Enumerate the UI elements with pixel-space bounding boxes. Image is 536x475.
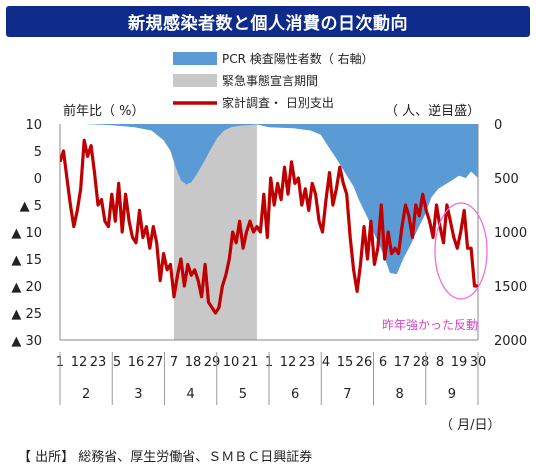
x-axis-month-label: 3 (134, 387, 142, 402)
source-note: 【 出所】 総務省、厚生労働省、ＳＭＢＣ日興証券 (18, 450, 313, 465)
x-axis-day-label: 4 (322, 355, 330, 370)
x-axis-day-label: 5 (113, 355, 121, 370)
x-axis-unit-label: （ 月/日） (440, 418, 501, 433)
x-axis-month-label: 6 (291, 387, 299, 402)
x-axis-day-label: 15 (337, 355, 354, 370)
x-axis-day-label: 23 (299, 355, 316, 370)
left-axis-tick-label: ▲ 25 (11, 307, 42, 322)
x-axis-day-label: 7 (170, 355, 178, 370)
x-axis-day-label: 21 (242, 355, 259, 370)
x-axis-day-label: 12 (71, 355, 88, 370)
right-axis-tick-label: 1500 (494, 280, 527, 295)
x-axis-day-label: 16 (128, 355, 145, 370)
x-axis-day-label: 28 (413, 355, 430, 370)
left-axis-tick-label: ▲ 10 (11, 226, 42, 241)
annotation-ellipse (434, 202, 488, 300)
x-axis-month-label: 8 (395, 387, 403, 402)
x-axis-day-label: 23 (90, 355, 107, 370)
left-axis-tick-label: 5 (34, 145, 42, 160)
right-axis-tick-label: 2000 (494, 334, 527, 349)
x-axis-month-label: 4 (186, 387, 194, 402)
left-axis-tick-label: ▲ 30 (11, 334, 42, 349)
right-axis-tick-label: 500 (494, 172, 519, 187)
x-axis-month-label: 7 (343, 387, 351, 402)
left-axis-tick-label: ▲ 20 (11, 280, 42, 295)
x-axis-day-label: 19 (451, 355, 468, 370)
title-banner: 新規感染者数と個人消費の日次動向 (6, 6, 530, 37)
x-axis-day-label: 17 (394, 355, 411, 370)
left-axis-tick-label: 0 (34, 172, 42, 187)
chart-title: 新規感染者数と個人消費の日次動向 (128, 14, 408, 34)
legend-swatch-emergency (173, 74, 217, 87)
annotation-text: 昨年強かった反動 (382, 318, 478, 332)
x-axis-day-label: 8 (436, 355, 444, 370)
legend-swatch-pcr (173, 52, 217, 65)
x-axis-month-label: 2 (82, 387, 90, 402)
left-axis-tick-label: ▲ 15 (11, 253, 42, 268)
legend-label-spending: 家計調査・ 日別支出 (222, 95, 334, 110)
x-axis-month-label: 5 (239, 387, 247, 402)
left-axis-tick-label: ▲ 5 (20, 199, 42, 214)
spending-yoy-line (60, 138, 478, 315)
right-axis-tick-label: 1000 (494, 226, 527, 241)
x-axis-month-label: 9 (448, 387, 456, 402)
legend-label-pcr: PCR 検査陽性者数（ 右軸） (222, 51, 374, 66)
x-axis-day-label: 18 (185, 355, 202, 370)
legend-label-emergency: 緊急事態宣言期間 (222, 73, 318, 88)
right-axis-tick-label: 0 (494, 118, 502, 133)
x-axis-day-label: 10 (223, 355, 240, 370)
x-axis-day-label: 12 (280, 355, 297, 370)
left-axis-tick-label: 10 (25, 118, 42, 133)
x-axis-day-label: 26 (356, 355, 373, 370)
x-axis-day-label: 6 (379, 355, 387, 370)
x-axis-day-label: 27 (147, 355, 164, 370)
x-axis-day-label: 29 (204, 355, 221, 370)
left-axis-title: 前年比（ %） (63, 103, 145, 119)
right-axis-title: （ 人、逆目盛） (385, 103, 480, 119)
pcr-positive-area (60, 124, 478, 275)
